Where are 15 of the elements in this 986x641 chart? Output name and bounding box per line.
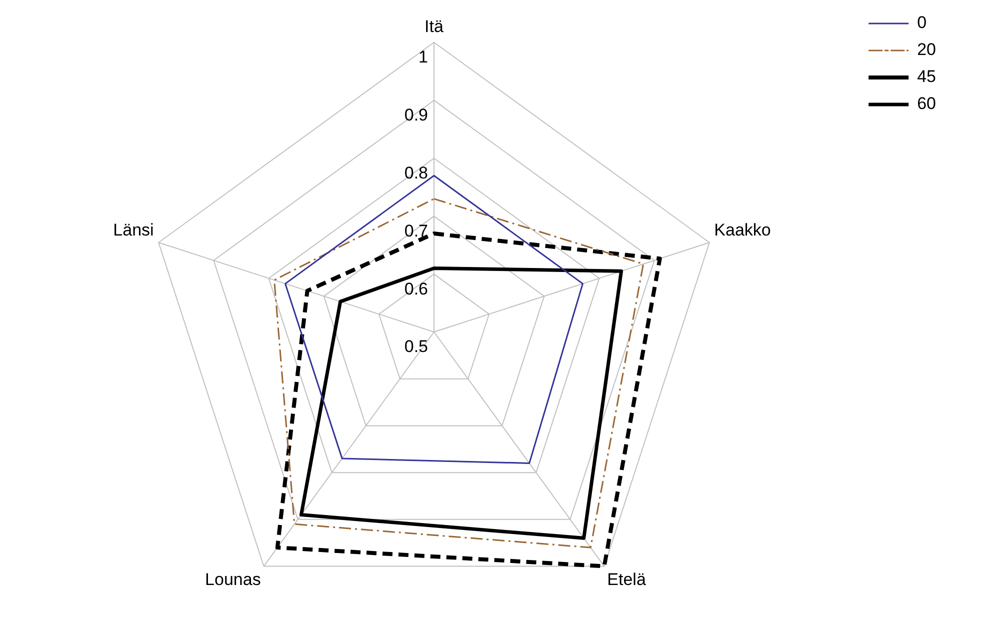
y-tick-label: 0.6 [404, 279, 428, 298]
y-tick-label: 1 [418, 48, 428, 67]
spoke-label: Etelä [607, 570, 646, 590]
legend-label: 0 [917, 13, 927, 32]
legend-label: 20 [917, 40, 936, 60]
spoke-label: Lounas [205, 570, 261, 590]
spoke-label: Kaakko [714, 220, 771, 240]
legend-label: 60 [917, 94, 936, 114]
y-tick-label: 0.9 [404, 106, 428, 125]
spoke-label: Länsi [113, 220, 154, 240]
y-tick-label: 0.5 [404, 337, 428, 356]
y-tick-label: 0.8 [404, 163, 428, 182]
y-tick-label: 0.7 [404, 221, 428, 240]
legend-label: 45 [917, 67, 936, 86]
spoke-label: Itä [424, 16, 444, 36]
